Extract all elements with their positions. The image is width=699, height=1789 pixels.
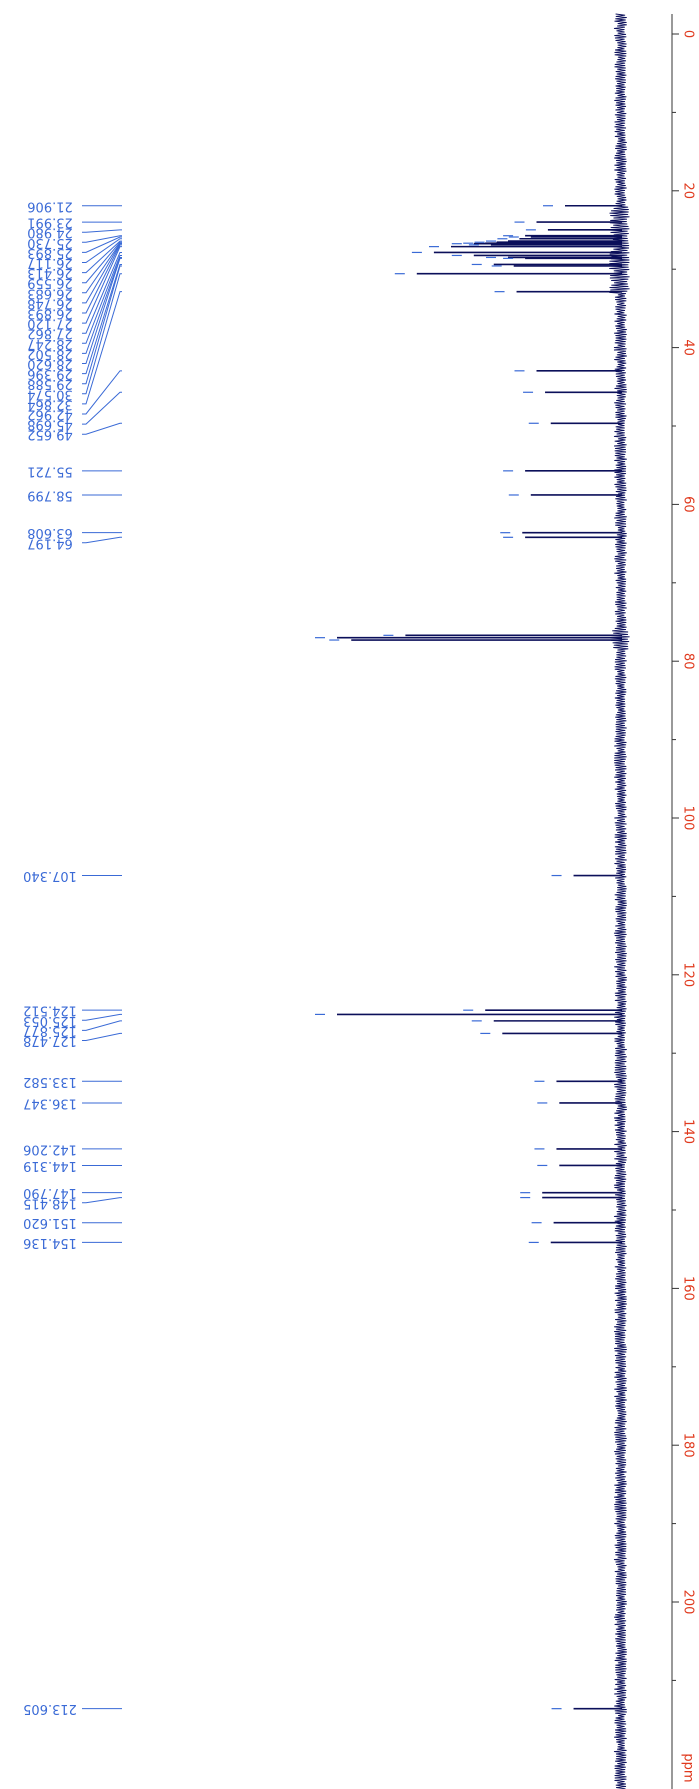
peak-label: 32.864	[27, 396, 73, 411]
peak-leader-line	[82, 536, 122, 544]
spectrum-trace	[608, 13, 630, 1789]
peak-leader-line	[82, 370, 122, 415]
axis-tick-label: 200	[681, 1590, 696, 1615]
axis-tick-label: 40	[681, 339, 696, 356]
peak-label: 24.980	[27, 225, 73, 240]
peak-label: 148.415	[23, 1195, 77, 1210]
peak-leader-line	[82, 244, 122, 314]
peak-label: 124.512	[23, 1003, 77, 1018]
peak-label: 29.396	[27, 366, 73, 381]
axis-tick-label: 120	[681, 962, 696, 987]
peak-leader-line	[82, 251, 122, 334]
peak-leader-line	[82, 240, 122, 274]
peak-label: 125.053	[23, 1013, 77, 1028]
axis-tick-label: 20	[681, 183, 696, 200]
peak-label: 142.206	[23, 1141, 77, 1156]
peak-leader-line	[82, 243, 122, 304]
peak-label: 147.790	[23, 1185, 77, 1200]
peak-label: 151.620	[23, 1215, 77, 1230]
peak-leader-line	[82, 1197, 122, 1204]
peak-label: 23.991	[27, 215, 73, 230]
axis-tick-label: 180	[681, 1433, 696, 1458]
peak-leader-line	[82, 254, 122, 344]
peak-label: 25.893	[27, 245, 73, 260]
axis-tick-label: 0	[681, 30, 696, 38]
peak-leader-line	[82, 256, 122, 354]
peak-label: 58.799	[27, 487, 73, 502]
peak-leader-line	[82, 235, 122, 243]
peak-label: 27.120	[27, 316, 73, 331]
axis-tick-label: 80	[681, 653, 696, 670]
peak-label: 25.730	[27, 235, 73, 250]
peak-leader-line	[82, 257, 122, 364]
peak-label: 49.652	[27, 427, 73, 442]
peak-label: 28.502	[27, 346, 73, 361]
peak-label: 30.574	[27, 386, 73, 401]
ppm-axis: 0 20 40 60 80 100 120 140 160 180 200 ppm	[671, 14, 696, 1789]
peak-label-list: 21.906 23.99124.98025.73025.89326.11726.4…	[23, 198, 122, 1716]
peak-label: 125.877	[23, 1023, 77, 1038]
peak-label: 26.748	[27, 295, 73, 310]
peak-label: 144.319	[23, 1158, 77, 1173]
peak-leader-line	[82, 236, 122, 253]
peak-leader-line	[82, 263, 122, 375]
peak-label: 64.197	[27, 535, 73, 550]
peak-label: 133.582	[23, 1074, 77, 1089]
axis-tick-label: 160	[681, 1276, 696, 1301]
axis-tick-label: 60	[681, 496, 696, 513]
peak-label: 136.347	[23, 1095, 77, 1110]
peak-leader-line	[82, 1013, 122, 1021]
peak-label: 154.136	[23, 1235, 77, 1250]
peak-label: 28.247	[27, 336, 73, 351]
peak-leader-line	[82, 273, 122, 395]
spectrum-baseline	[608, 13, 630, 1789]
peak-leader-line	[82, 391, 122, 425]
peak-label: 26.413	[27, 265, 73, 280]
peak-label: 26.893	[27, 305, 73, 320]
peak-leader-line	[82, 246, 122, 324]
peak-leader-line	[82, 1032, 122, 1041]
peak-leader-line	[82, 241, 122, 284]
peak-label: 21.906	[27, 198, 73, 213]
peak-label: 28.620	[27, 356, 73, 371]
axis-unit-label: ppm	[681, 1753, 696, 1782]
peak-leader-line	[82, 242, 122, 294]
peak-label: 107.340	[23, 868, 77, 883]
peak-label: 45.698	[27, 417, 73, 432]
peak-label: 55.721	[27, 463, 73, 478]
peak-leader-line	[82, 422, 122, 435]
peak-leader-line	[82, 238, 122, 263]
axis-tick-label: 140	[681, 1119, 696, 1144]
peak-label: 27.862	[27, 326, 73, 341]
peak-label: 127.478	[23, 1033, 77, 1048]
peak-label: 63.608	[27, 525, 73, 540]
peak-label: 213.605	[23, 1701, 77, 1716]
peak-label: 29.588	[27, 376, 73, 391]
peak-label: 26.559	[27, 275, 73, 290]
peak-label: 42.962	[27, 406, 73, 421]
peak-label: 26.683	[27, 285, 73, 300]
peak-leader-line	[82, 229, 122, 233]
peak-leader-line	[82, 291, 122, 405]
peak-leader-line	[82, 265, 122, 385]
peak-marks	[315, 204, 622, 1710]
axis-tick-label: 100	[681, 806, 696, 831]
peak-label: 26.117	[27, 255, 73, 270]
peak-leader-line	[82, 1020, 122, 1031]
